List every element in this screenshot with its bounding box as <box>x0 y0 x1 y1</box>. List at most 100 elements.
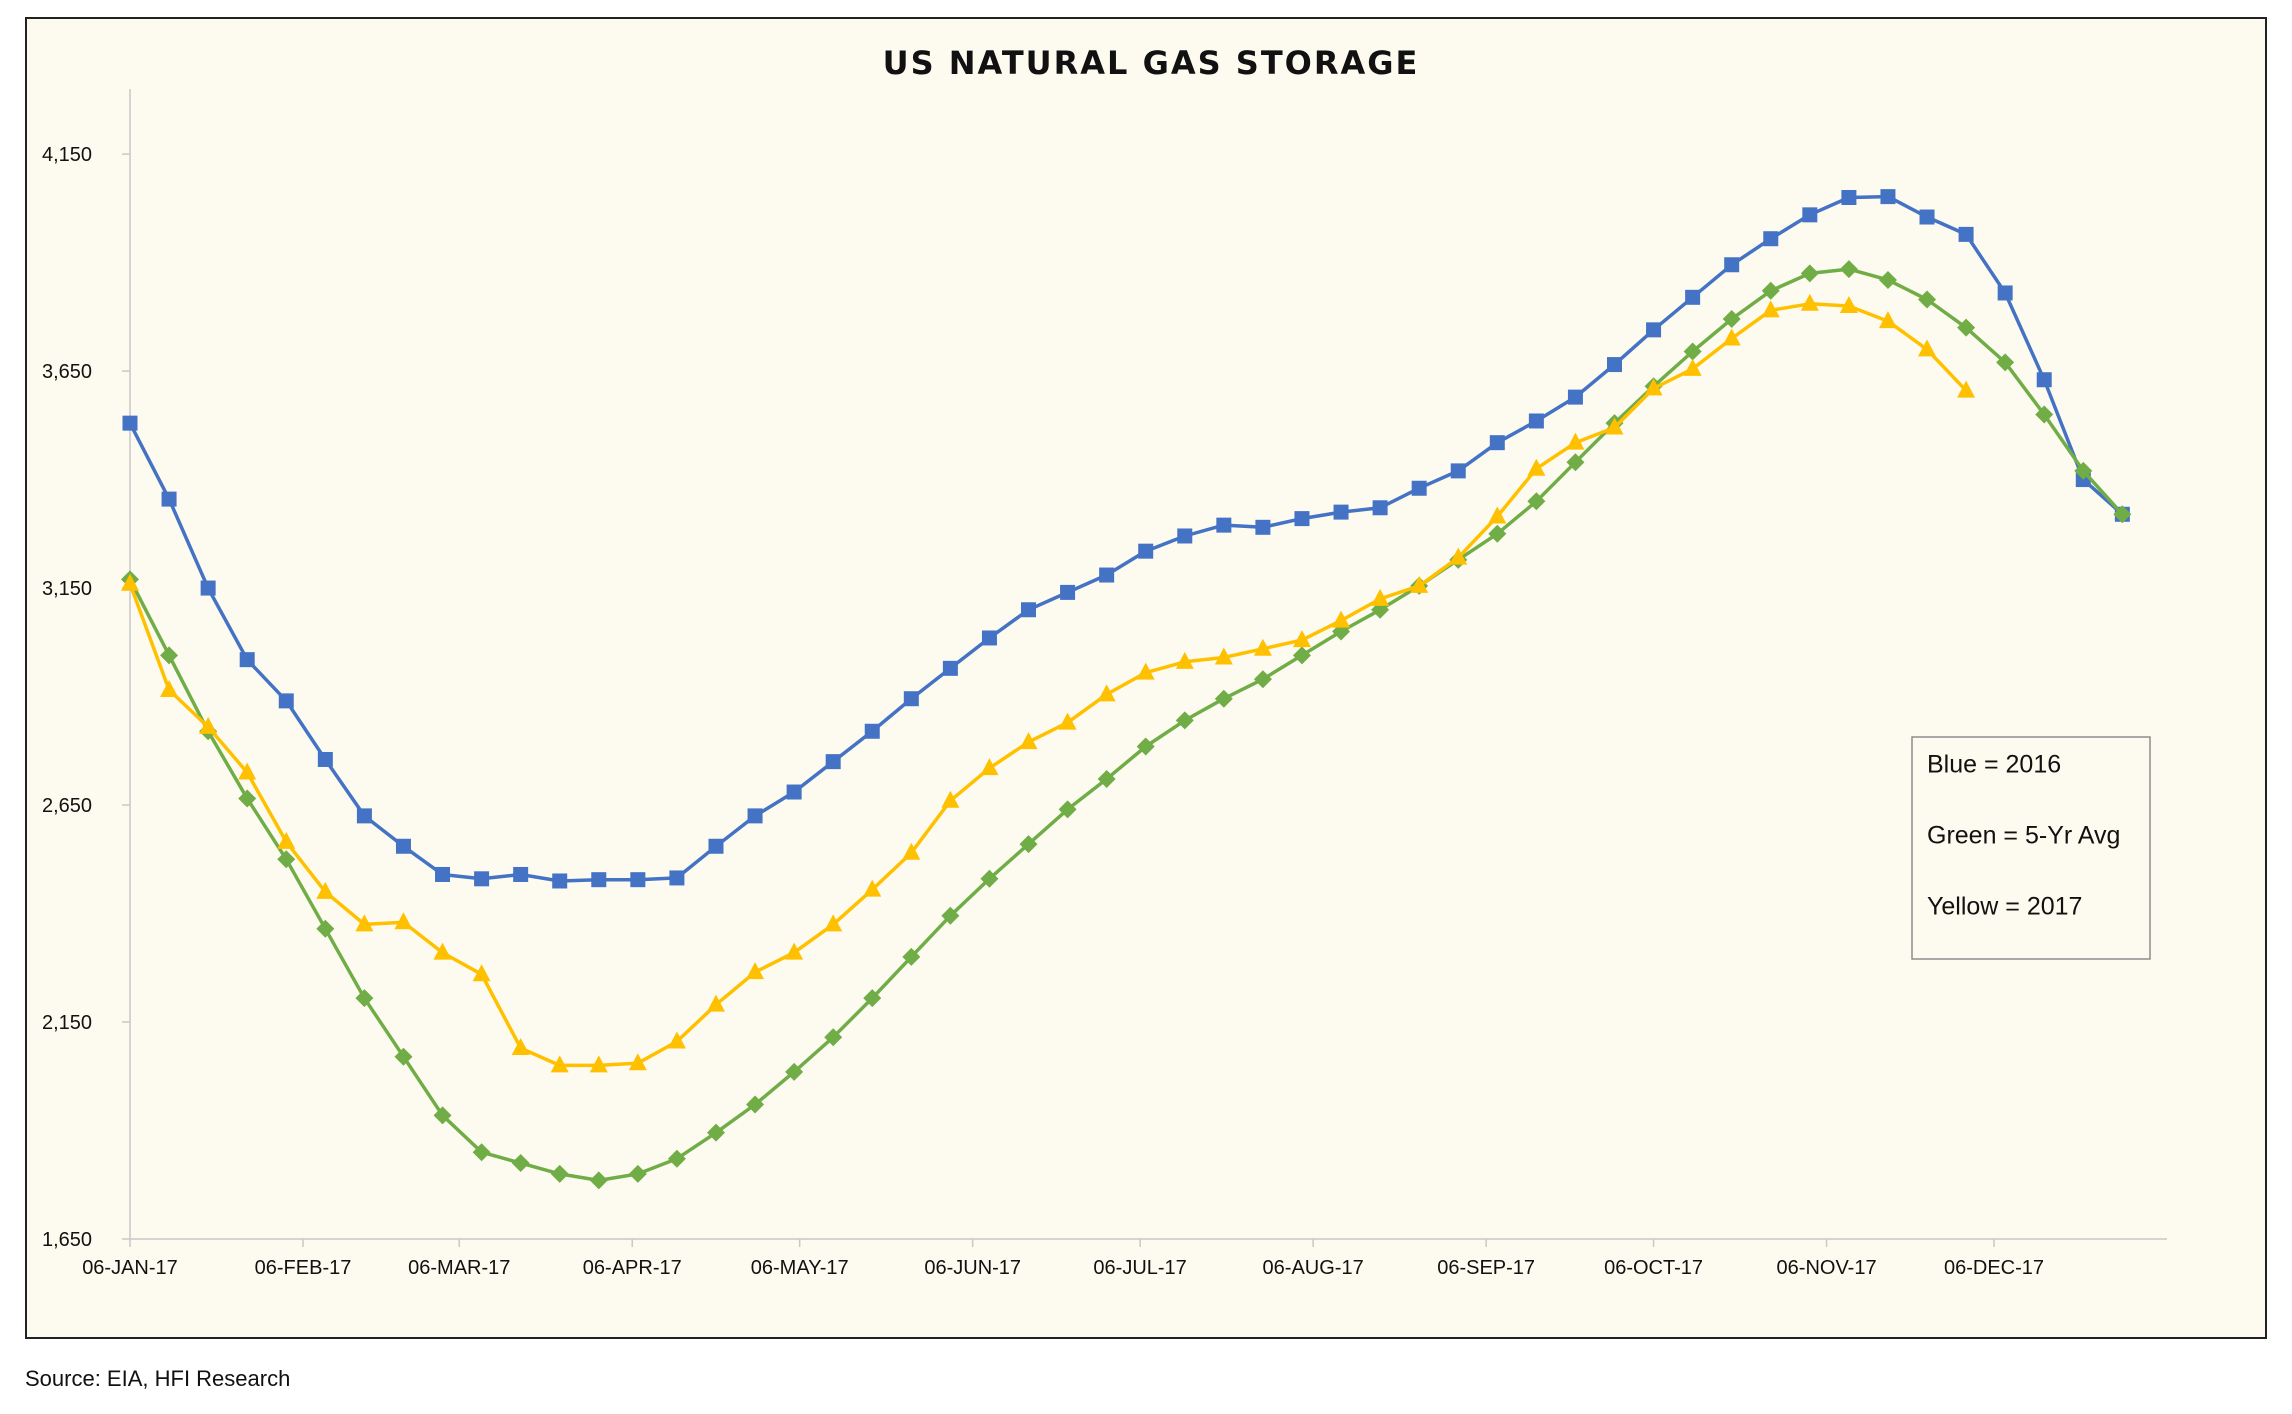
data-point <box>825 754 841 770</box>
data-point <box>550 1055 569 1073</box>
data-point <box>1371 588 1390 606</box>
data-point <box>317 751 333 767</box>
data-point <box>1021 602 1037 618</box>
data-point <box>1996 353 2015 372</box>
data-point <box>513 866 529 882</box>
data-point <box>1253 638 1272 656</box>
data-point <box>238 789 257 808</box>
legend-entry-2016: Blue = 2016 <box>1927 751 2061 779</box>
data-point <box>628 1053 647 1071</box>
y-tick-label: 2,650 <box>42 795 92 817</box>
data-point <box>1292 646 1311 665</box>
data-point <box>746 962 765 980</box>
data-point <box>980 758 999 776</box>
series-line <box>128 194 2124 883</box>
data-point <box>708 838 724 854</box>
data-point <box>1214 647 1233 665</box>
data-point <box>902 947 921 966</box>
data-point <box>2036 372 2052 388</box>
data-point <box>1958 226 1974 242</box>
data-point <box>1372 500 1388 516</box>
data-point <box>511 1154 530 1173</box>
data-point <box>121 573 139 591</box>
data-point <box>902 842 921 860</box>
data-point <box>864 723 880 739</box>
x-tick-label: 06-JAN-17 <box>82 1257 178 1279</box>
data-point <box>669 870 685 886</box>
data-point <box>1880 189 1896 205</box>
data-point <box>1724 257 1740 273</box>
data-point <box>356 808 372 824</box>
x-tick-label: 06-NOV-17 <box>1777 1257 1877 1279</box>
data-point <box>1527 492 1546 511</box>
data-point <box>1058 712 1077 730</box>
data-point <box>747 808 763 824</box>
series-line <box>128 267 2124 1183</box>
data-point <box>667 1149 686 1168</box>
data-point <box>1410 575 1429 593</box>
data-point <box>667 1031 686 1049</box>
x-tick-label: 06-AUG-17 <box>1263 1257 1364 1279</box>
data-point <box>1333 504 1349 520</box>
y-tick-label: 2,150 <box>42 1012 92 1034</box>
data-point <box>589 1055 608 1073</box>
data-point <box>1839 260 1858 279</box>
x-tick-label: 06-FEB-17 <box>255 1257 352 1279</box>
data-point <box>1060 584 1076 600</box>
data-point <box>785 942 804 960</box>
data-point <box>433 1106 452 1125</box>
data-point <box>1957 318 1976 337</box>
x-tick-label: 06-SEP-17 <box>1437 1257 1535 1279</box>
data-point <box>1292 630 1311 648</box>
data-point <box>1528 413 1544 429</box>
data-point <box>238 762 257 780</box>
data-point <box>394 1047 413 1066</box>
data-point <box>199 716 218 734</box>
data-point <box>1566 432 1585 450</box>
data-point <box>355 989 374 1008</box>
data-point <box>824 914 843 932</box>
data-point <box>239 652 255 668</box>
data-point <box>1918 290 1937 309</box>
x-tick-label: 06-APR-17 <box>583 1257 682 1279</box>
data-point <box>1567 389 1583 405</box>
series-2 <box>121 260 2132 1190</box>
data-point <box>1488 524 1507 543</box>
data-point <box>1800 293 1819 311</box>
x-tick-label: 06-MAR-17 <box>408 1257 510 1279</box>
data-point <box>1177 528 1193 544</box>
data-point <box>1722 328 1741 346</box>
x-tick-label: 06-JUN-17 <box>924 1257 1021 1279</box>
data-point <box>706 994 725 1012</box>
data-point <box>277 850 296 869</box>
data-point <box>589 1171 608 1190</box>
y-tick-label: 1,650 <box>42 1229 92 1251</box>
data-point <box>1099 567 1115 583</box>
source-note: Source: EIA, HFI Research <box>25 1366 291 1391</box>
data-point <box>1411 480 1427 496</box>
data-point <box>1294 511 1310 527</box>
chart-title: US NATURAL GAS STORAGE <box>883 44 1420 82</box>
data-point <box>1761 300 1780 318</box>
chart-svg: US NATURAL GAS STORAGE 1,650 2,150 2,650 3,… <box>42 44 2167 1279</box>
data-point <box>1138 543 1154 559</box>
data-point <box>435 866 451 882</box>
data-point <box>160 646 179 665</box>
x-tick-label: 06-MAY-17 <box>751 1257 849 1279</box>
data-point <box>1175 651 1194 669</box>
data-point <box>628 1164 647 1183</box>
data-point <box>1722 310 1741 328</box>
data-point <box>1019 732 1038 750</box>
data-point <box>942 660 958 676</box>
data-point <box>394 912 413 930</box>
data-point <box>474 871 490 887</box>
legend-entry-5yr-avg: Green = 5-Yr Avg <box>1927 822 2120 850</box>
data-point <box>278 693 294 709</box>
data-point <box>1058 800 1077 819</box>
data-point <box>1957 380 1976 398</box>
data-point <box>550 1164 569 1183</box>
data-point <box>1253 670 1272 689</box>
data-point <box>786 784 802 800</box>
data-point <box>1802 207 1818 223</box>
data-point <box>1175 711 1194 730</box>
